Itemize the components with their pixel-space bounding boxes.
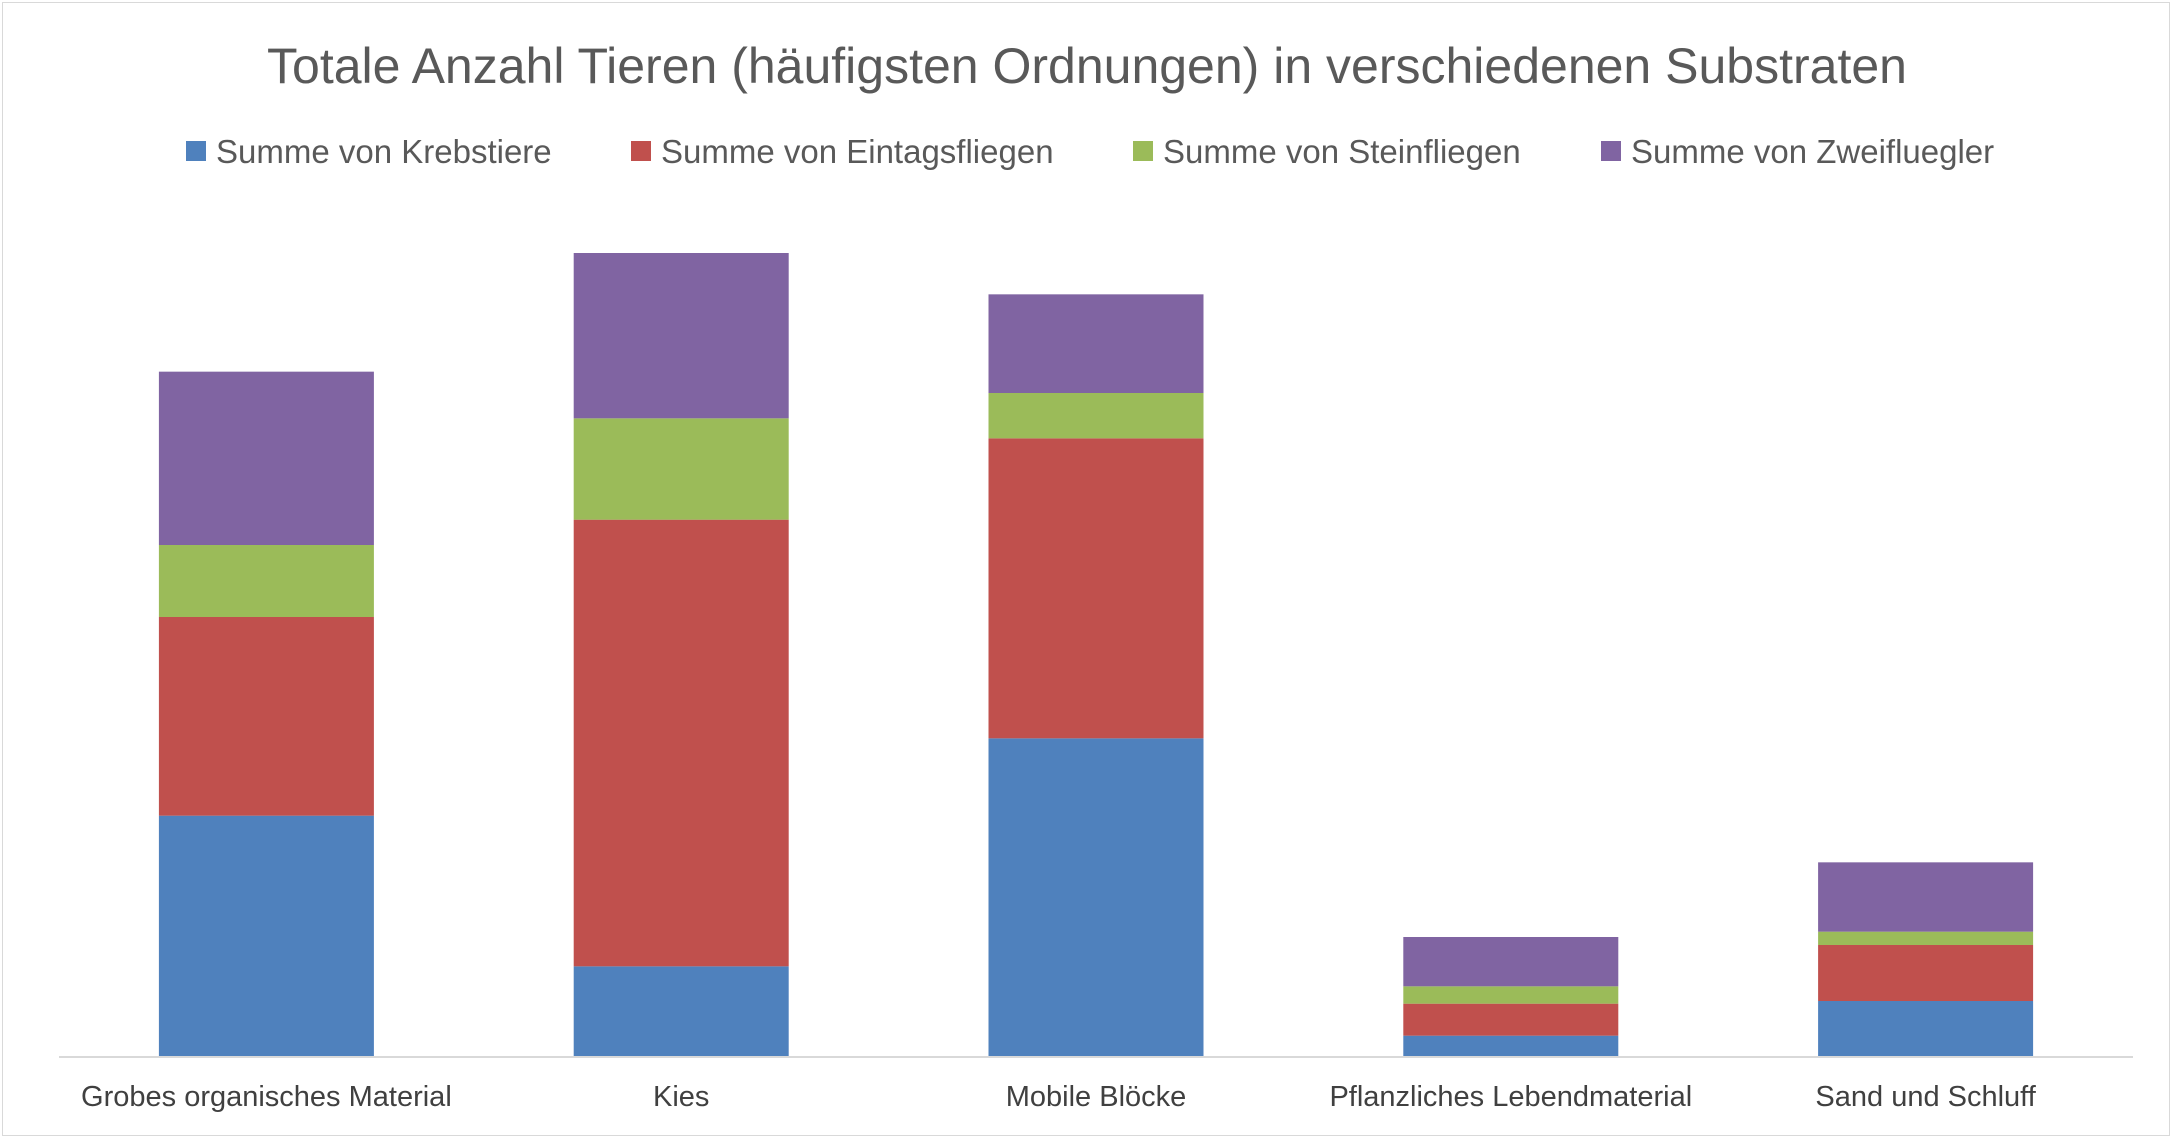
bar-pflanzliches-lebendmaterial-summe-von-steinfliegen xyxy=(1403,986,1619,1004)
x-tick-label-sand-und-schluff: Sand und Schluff xyxy=(1815,1081,2036,1113)
bar-sand-und-schluff-summe-von-eintagsfliegen xyxy=(1818,945,2034,1001)
x-tick-label-kies: Kies xyxy=(653,1081,709,1113)
bar-mobile-bloecke-summe-von-steinfliegen xyxy=(988,393,1204,439)
legend-label-summe-von-steinfliegen: Summe von Steinfliegen xyxy=(1163,133,1521,170)
bars-group xyxy=(158,253,2034,1057)
bar-mobile-bloecke-summe-von-krebstiere xyxy=(988,738,1204,1057)
bar-pflanzliches-lebendmaterial-summe-von-eintagsfliegen xyxy=(1403,1003,1619,1036)
bar-sand-und-schluff-summe-von-krebstiere xyxy=(1818,1001,2034,1057)
bar-mobile-bloecke-summe-von-zweifluegler xyxy=(988,294,1204,393)
bar-grobes-organisches-material-summe-von-zweifluegler xyxy=(158,371,374,545)
stacked-bar-chart: Totale Anzahl Tieren (häufigsten Ordnung… xyxy=(59,38,2133,1113)
legend-swatch-summe-von-steinfliegen xyxy=(1133,141,1153,161)
x-tick-label-pflanzliches-lebendmaterial: Pflanzliches Lebendmaterial xyxy=(1329,1081,1692,1113)
bar-grobes-organisches-material-summe-von-krebstiere xyxy=(158,815,374,1057)
x-tick-label-mobile-bloecke: Mobile Blöcke xyxy=(1006,1081,1187,1113)
legend-swatch-summe-von-eintagsfliegen xyxy=(631,141,651,161)
legend: Summe von Krebstiere Summe von Eintagsfli… xyxy=(186,133,1994,170)
bar-grobes-organisches-material-summe-von-steinfliegen xyxy=(158,545,374,617)
legend-label-summe-von-krebstiere: Summe von Krebstiere xyxy=(216,133,552,170)
x-tick-label-grobes-organisches-material: Grobes organisches Material xyxy=(81,1081,452,1113)
bar-pflanzliches-lebendmaterial-summe-von-krebstiere xyxy=(1403,1035,1619,1057)
bar-sand-und-schluff-summe-von-zweifluegler xyxy=(1818,862,2034,932)
bar-kies-summe-von-eintagsfliegen xyxy=(573,519,789,967)
bar-grobes-organisches-material-summe-von-eintagsfliegen xyxy=(158,617,374,816)
bar-kies-summe-von-steinfliegen xyxy=(573,418,789,520)
x-axis-tick-labels: Grobes organisches Material Kies Mobile Bl… xyxy=(81,1081,2037,1113)
bar-kies-summe-von-zweifluegler xyxy=(573,253,789,419)
legend-swatch-summe-von-zweifluegler xyxy=(1601,141,1621,161)
legend-label-summe-von-eintagsfliegen: Summe von Eintagsfliegen xyxy=(661,133,1054,170)
legend-label-summe-von-zweifluegler: Summe von Zweifluegler xyxy=(1631,133,1994,170)
bar-sand-und-schluff-summe-von-steinfliegen xyxy=(1818,931,2034,945)
bar-mobile-bloecke-summe-von-eintagsfliegen xyxy=(988,438,1204,739)
chart-title: Totale Anzahl Tieren (häufigsten Ordnung… xyxy=(267,38,1907,94)
legend-swatch-summe-von-krebstiere xyxy=(186,141,206,161)
bar-kies-summe-von-krebstiere xyxy=(573,966,789,1057)
bar-pflanzliches-lebendmaterial-summe-von-zweifluegler xyxy=(1403,937,1619,987)
